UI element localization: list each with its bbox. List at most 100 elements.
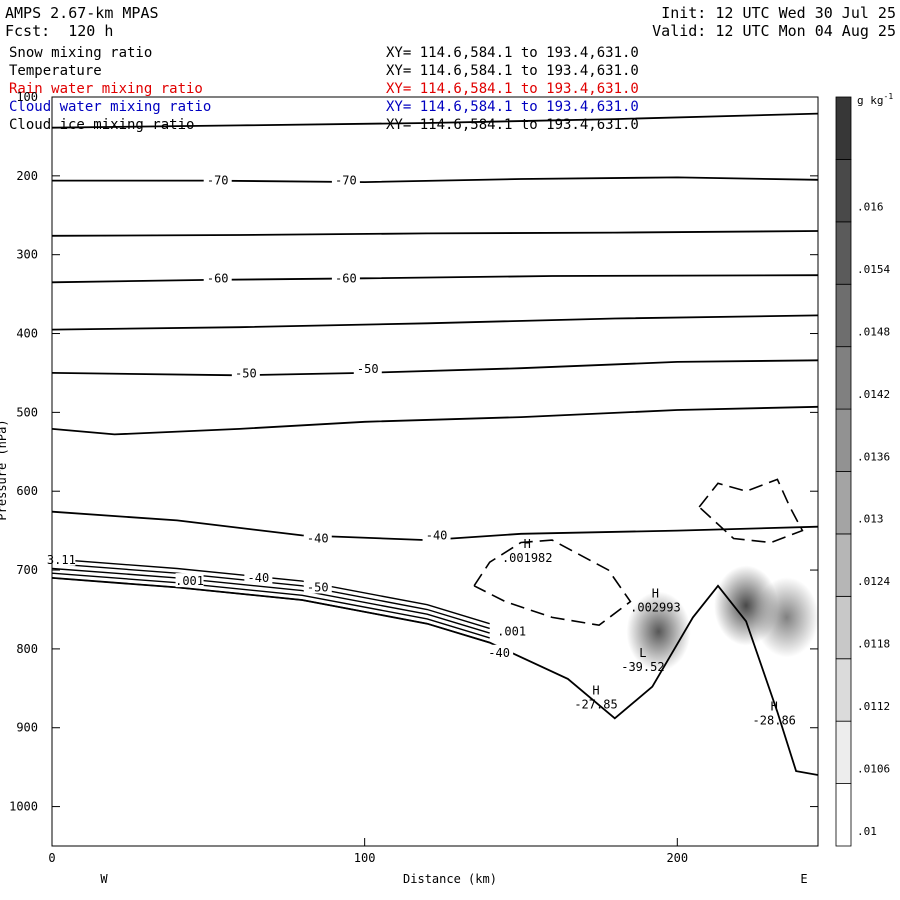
- near-surface-contour: [52, 572, 490, 639]
- contour-label-bg: [422, 527, 451, 542]
- field-name-cloud-ice: Cloud ice mixing ratio: [9, 117, 195, 133]
- colorbar-bin: [835, 159, 852, 223]
- temperature-contour: [52, 274, 818, 284]
- contour-label: -70: [335, 174, 357, 188]
- temperature-contour: [52, 359, 818, 377]
- contour-label: -40: [426, 528, 448, 542]
- forecast-hour: Fcst: 120 h: [5, 22, 114, 40]
- colorbar-bin: [835, 408, 852, 472]
- contour-label-bg: [203, 172, 232, 187]
- colorbar-bin: [835, 471, 852, 535]
- contour-label: -50: [307, 580, 329, 594]
- colorbar-bin: [835, 96, 852, 160]
- colorbar-bin: [835, 283, 852, 348]
- contour-label-bg: [244, 569, 273, 584]
- contour-label: -40: [488, 646, 510, 660]
- y-tick-label: 500: [16, 405, 38, 419]
- contour-label-bg: [175, 573, 204, 588]
- y-tick-label: 400: [16, 327, 38, 341]
- x-tick-label: 100: [354, 851, 376, 865]
- temperature-contour: [52, 176, 818, 184]
- cloud-ice-contour: [473, 539, 632, 627]
- terrain-contour: [52, 577, 818, 776]
- colorbar-level: .016: [857, 201, 884, 214]
- extremum-value: .002993: [630, 601, 681, 615]
- y-axis-title: Pressure (hPa): [0, 419, 9, 520]
- colorbar-level: .0154: [857, 263, 890, 276]
- contour-label-bg: [331, 270, 360, 285]
- colorbar-level: .0142: [857, 388, 890, 401]
- west-label: W: [100, 872, 108, 886]
- y-tick-label: 100: [16, 90, 38, 104]
- colorbar-level: .0118: [857, 638, 890, 651]
- contour-label-bg: [353, 361, 382, 376]
- y-tick-label: 800: [16, 642, 38, 656]
- field-xy-cloud-water: XY= 114.6,584.1 to 193.4,631.0: [386, 99, 639, 115]
- field-xy-temperature: XY= 114.6,584.1 to 193.4,631.0: [386, 63, 639, 79]
- contour-label-bg: [331, 172, 360, 187]
- field-name-snow: Snow mixing ratio: [9, 45, 153, 61]
- plot-frame: [51, 96, 819, 847]
- contour-label-bg: [231, 365, 260, 380]
- snow-mixing-ratio-maximum: [754, 577, 818, 658]
- temperature-contour: [52, 112, 818, 129]
- contour-label-bg: [497, 623, 526, 638]
- contour-label: -50: [357, 362, 379, 376]
- y-tick-label: 1000: [9, 800, 38, 814]
- y-tick-label: 600: [16, 484, 38, 498]
- extremum-value: -39.52: [621, 660, 664, 674]
- init-time: Init: 12 UTC Wed 30 Jul 25: [661, 4, 896, 22]
- colorbar-level: .013: [857, 513, 884, 526]
- extremum-marker: H: [771, 699, 778, 713]
- colorbar-bin: [835, 783, 852, 847]
- field-xy-snow: XY= 114.6,584.1 to 193.4,631.0: [386, 45, 639, 61]
- y-tick-label: 900: [16, 721, 38, 735]
- contour-label: -50: [235, 367, 257, 381]
- near-surface-contour: [52, 567, 490, 634]
- colorbar-bin: [835, 346, 852, 410]
- contour-label: -60: [207, 271, 229, 285]
- contour-label: -60: [335, 271, 357, 285]
- contour-label-bg: [485, 644, 514, 659]
- contour-label: -40: [248, 571, 270, 585]
- extremum-marker: H: [652, 587, 659, 601]
- contour-label-bg: [303, 530, 332, 545]
- field-xy-cloud-ice: XY= 114.6,584.1 to 193.4,631.0: [386, 117, 639, 133]
- colorbar-bin: [835, 595, 852, 660]
- extremum-marker: H: [592, 684, 599, 698]
- colorbar-level: .0124: [857, 575, 890, 588]
- extremum-marker: L: [639, 646, 646, 660]
- colorbar-level: .0112: [857, 700, 890, 713]
- temperature-contour: [52, 314, 818, 331]
- extremum-value: -28.86: [753, 713, 796, 727]
- field-xy-rain: XY= 114.6,584.1 to 193.4,631.0: [386, 81, 639, 97]
- colorbar-level: .0136: [857, 450, 890, 463]
- x-tick-label: 0: [48, 851, 55, 865]
- valid-time: Valid: 12 UTC Mon 04 Aug 25: [652, 22, 896, 40]
- temperature-contour: [52, 230, 818, 237]
- y-tick-label: 200: [16, 169, 38, 183]
- contour-label: -40: [307, 532, 329, 546]
- colorbar-level: .0106: [857, 762, 890, 775]
- contour-label-bg: [203, 270, 232, 285]
- east-label: E: [800, 872, 807, 886]
- colorbar-bin: [835, 533, 852, 597]
- snow-mixing-ratio-maximum: [626, 591, 691, 672]
- colorbar-unit: g kg-1: [857, 92, 893, 107]
- colorbar-bin: [835, 658, 852, 722]
- y-tick-label: 300: [16, 248, 38, 262]
- near-surface-contour: [52, 563, 490, 630]
- field-name-temperature: Temperature: [9, 63, 102, 79]
- near-surface-contour: [52, 558, 490, 625]
- temperature-contour: [52, 405, 818, 436]
- contour-label: 3.11: [47, 553, 76, 567]
- contour-label: .001: [497, 625, 526, 639]
- colorbar-bin: [835, 221, 852, 285]
- contour-label: -70: [207, 174, 229, 188]
- field-name-cloud-water: Cloud water mixing ratio: [9, 99, 212, 115]
- x-tick-label: 200: [666, 851, 688, 865]
- field-name-rain: Rain water mixing ratio: [9, 81, 203, 97]
- cloud-ice-contour: [698, 478, 804, 544]
- y-tick-label: 700: [16, 563, 38, 577]
- colorbar-level: .0148: [857, 325, 890, 338]
